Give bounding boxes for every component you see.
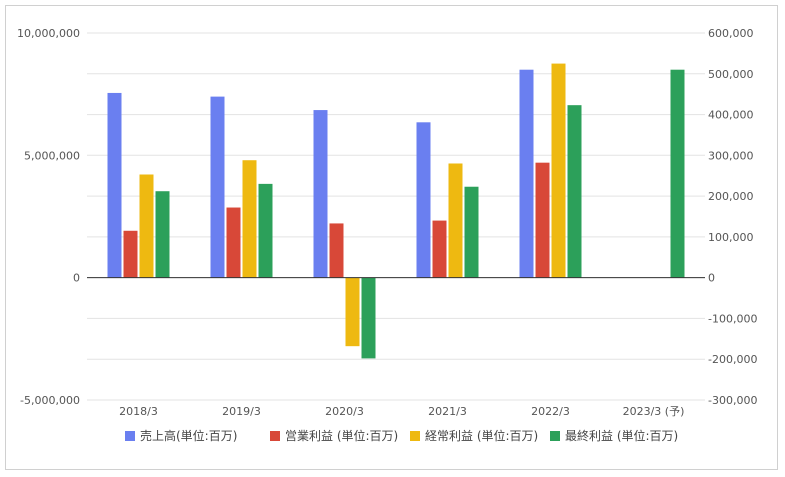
- gridlines: [87, 32, 705, 401]
- bar-1-0: [123, 230, 138, 278]
- legend-swatch: [410, 431, 420, 441]
- right-tick-label: -300,000: [708, 394, 757, 407]
- bar-0-3: [416, 122, 431, 278]
- left-tick-label: 5,000,000: [24, 149, 80, 162]
- right-tick-label: -100,000: [708, 312, 757, 325]
- legend-label: 経常利益 (単位:百万): [425, 428, 538, 443]
- category-tick-label: 2018/3: [119, 405, 158, 418]
- bar-3-0: [155, 191, 170, 278]
- bar-3-1: [258, 183, 273, 278]
- bar-2-4: [551, 63, 566, 278]
- legend-label: 売上高(単位:百万): [140, 428, 237, 443]
- bar-0-2: [313, 110, 328, 278]
- bar-2-3: [448, 163, 463, 278]
- left-axis-ticks: 10,000,000 5,000,000 0 -5,000,000: [17, 27, 80, 407]
- bar-2-0: [139, 174, 154, 278]
- bar-1-1: [226, 207, 241, 278]
- bar-3-4: [567, 105, 582, 278]
- bar-0-4: [519, 69, 534, 278]
- right-tick-label: 400,000: [708, 109, 754, 122]
- category-tick-label: 2023/3 (予): [623, 405, 685, 418]
- legend: 売上高(単位:百万) 営業利益 (単位:百万) 経常利益 (単位:百万) 最終利益 (…: [125, 428, 678, 443]
- left-tick-label: -5,000,000: [20, 394, 80, 407]
- right-tick-label: -200,000: [708, 353, 757, 366]
- right-tick-label: 500,000: [708, 68, 754, 81]
- bar-1-3: [432, 220, 447, 278]
- right-tick-label: 100,000: [708, 231, 754, 244]
- left-tick-label: 0: [73, 272, 80, 285]
- bar-1-2: [329, 223, 344, 278]
- bar-0-1: [210, 96, 225, 278]
- legend-swatch: [270, 431, 280, 441]
- legend-swatch: [550, 431, 560, 441]
- category-tick-label: 2021/3: [428, 405, 467, 418]
- bars: [107, 63, 685, 359]
- bar-2-2: [345, 277, 360, 347]
- left-tick-label: 10,000,000: [17, 27, 80, 40]
- legend-swatch: [125, 431, 135, 441]
- right-tick-label: 200,000: [708, 190, 754, 203]
- category-tick-label: 2019/3: [222, 405, 261, 418]
- bar-2-1: [242, 160, 257, 278]
- right-axis-ticks: 600,000 500,000 400,000 300,000 200,000 100,0…: [708, 27, 757, 407]
- legend-label: 営業利益 (単位:百万): [285, 428, 398, 443]
- right-tick-label: 600,000: [708, 27, 754, 40]
- bar-3-3: [464, 186, 479, 278]
- category-tick-label: 2020/3: [325, 405, 364, 418]
- bar-3-5: [670, 69, 685, 278]
- right-tick-label: 300,000: [708, 149, 754, 162]
- bar-0-0: [107, 92, 122, 278]
- category-ticks: 2018/3 2019/3 2020/3 2021/3 2022/3 2023/3 (予): [119, 405, 684, 418]
- bar-1-4: [535, 162, 550, 278]
- category-tick-label: 2022/3: [531, 405, 570, 418]
- legend-label: 最終利益 (単位:百万): [565, 428, 678, 443]
- bar-3-2: [361, 277, 376, 359]
- right-tick-label: 0: [708, 272, 715, 285]
